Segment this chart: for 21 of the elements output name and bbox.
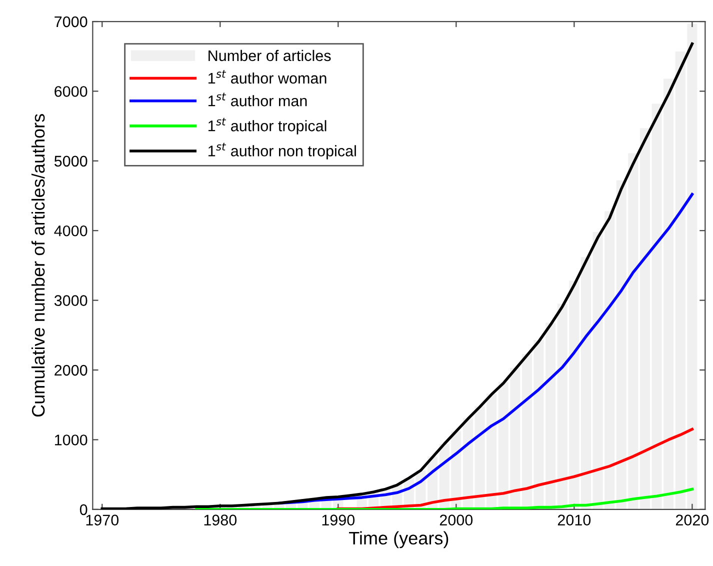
x-tick-label: 1970	[86, 514, 119, 526]
y-axis-title: Cumulative number of articles/authors	[31, 114, 45, 417]
x-tick-label: 2010	[558, 514, 591, 526]
legend-label: 1$^{st}$ author non tropical	[208, 142, 356, 160]
legend-label: 1$^{st}$ author tropical	[208, 118, 326, 134]
x-tick-label: 1990	[322, 514, 355, 526]
y-tick-label: 0	[80, 504, 88, 516]
y-tick-label: 6000	[54, 86, 88, 97]
legend-label: Number of articles	[208, 50, 331, 62]
x-tick-label: 2000	[440, 514, 473, 526]
y-tick-label: 1000	[55, 434, 88, 446]
x-axis-title: Time (years)	[349, 531, 448, 548]
y-tick-label: 3000	[54, 295, 88, 306]
legend-label: 1$^{st}$ author woman	[208, 70, 326, 84]
x-tick-label: 1980	[204, 514, 237, 526]
legend-label: 1$^{st}$ author man	[208, 92, 307, 106]
x-tick-label: 2020	[676, 514, 709, 526]
y-tick-label: 5000	[54, 156, 88, 167]
y-tick-label: 7000	[54, 16, 88, 28]
y-tick-label: 2000	[54, 364, 88, 376]
y-tick-label: 4000	[54, 225, 88, 236]
